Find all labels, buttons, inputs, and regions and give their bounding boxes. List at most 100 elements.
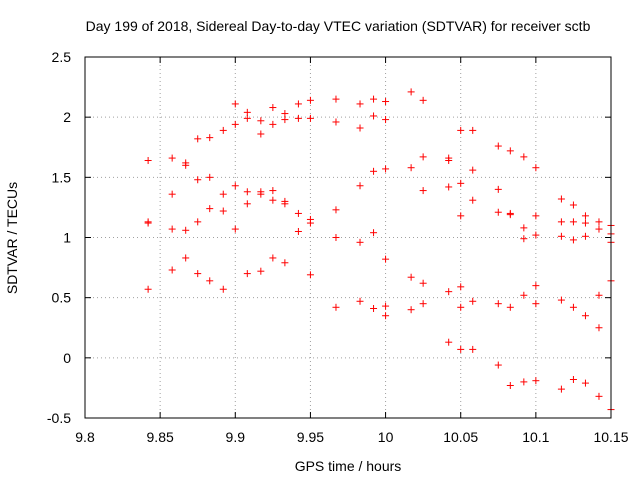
- y-tick-label: 1.5: [52, 169, 72, 185]
- data-point: [306, 219, 314, 227]
- data-point: [595, 392, 603, 400]
- data-point: [569, 201, 577, 209]
- axis-ticks: 9.8 9.85 9.9 9.95 10 10.05 10.1 10.15 -0.5 0 0.5 1 1…: [47, 49, 629, 445]
- data-point: [182, 254, 190, 262]
- plot-frame: [84, 56, 612, 419]
- data-point: [457, 212, 465, 220]
- data-point: [494, 185, 502, 193]
- x-tick-label: 10: [378, 429, 394, 445]
- data-point: [231, 225, 239, 233]
- data-point: [243, 114, 251, 122]
- data-point: [356, 297, 364, 305]
- data-point: [206, 205, 214, 213]
- data-point: [370, 304, 378, 312]
- data-point: [595, 218, 603, 226]
- data-point: [294, 209, 302, 217]
- data-point: [269, 254, 277, 262]
- data-point: [269, 196, 277, 204]
- data-point: [457, 345, 465, 353]
- data-point: [231, 100, 239, 108]
- data-point: [557, 195, 565, 203]
- data-point: [219, 207, 227, 215]
- data-point: [581, 219, 589, 227]
- data-point: [168, 190, 176, 198]
- data-point: [219, 190, 227, 198]
- data-point: [356, 238, 364, 246]
- data-point: [557, 232, 565, 240]
- x-axis-label: GPS time / hours: [295, 458, 402, 474]
- data-point: [506, 147, 514, 155]
- grid-lines: [85, 57, 611, 418]
- data-point: [370, 95, 378, 103]
- data-point: [281, 259, 289, 267]
- data-point: [532, 282, 540, 290]
- data-point: [595, 225, 603, 233]
- data-point: [581, 379, 589, 387]
- data-point: [506, 382, 514, 390]
- data-point: [194, 135, 202, 143]
- data-point: [281, 200, 289, 208]
- data-point: [194, 218, 202, 226]
- data-point: [219, 285, 227, 293]
- data-point: [445, 288, 453, 296]
- data-point: [269, 104, 277, 112]
- data-point: [457, 283, 465, 291]
- data-point: [257, 267, 265, 275]
- data-point: [445, 183, 453, 191]
- data-point: [581, 312, 589, 320]
- data-point: [243, 188, 251, 196]
- data-point: [144, 285, 152, 293]
- data-point: [457, 303, 465, 311]
- x-tick-label: 10.15: [593, 429, 628, 445]
- data-point: [382, 165, 390, 173]
- data-point: [520, 291, 528, 299]
- data-point: [144, 219, 152, 227]
- data-point: [306, 96, 314, 104]
- data-point: [194, 176, 202, 184]
- y-tick-label: 1: [63, 230, 71, 246]
- data-point: [281, 110, 289, 118]
- data-point: [494, 300, 502, 308]
- x-tick-label: 9.85: [147, 429, 174, 445]
- data-point: [294, 227, 302, 235]
- data-point: [382, 255, 390, 263]
- data-point: [494, 361, 502, 369]
- data-point: [469, 345, 477, 353]
- y-tick-label: 2: [63, 109, 71, 125]
- data-point: [243, 200, 251, 208]
- data-point: [595, 291, 603, 299]
- x-tick-label: 9.95: [297, 429, 324, 445]
- data-point: [257, 117, 265, 125]
- data-point: [595, 324, 603, 332]
- data-point: [457, 179, 465, 187]
- data-point: [168, 266, 176, 274]
- data-point: [231, 182, 239, 190]
- data-point: [581, 212, 589, 220]
- data-point: [144, 156, 152, 164]
- data-point: [168, 225, 176, 233]
- y-tick-label: 0.5: [52, 290, 72, 306]
- data-point: [382, 116, 390, 124]
- data-point: [532, 164, 540, 172]
- data-point: [231, 120, 239, 128]
- x-tick-label: 10.05: [443, 429, 478, 445]
- data-point: [494, 142, 502, 150]
- data-point: [294, 114, 302, 122]
- data-point: [281, 116, 289, 124]
- data-point: [269, 187, 277, 195]
- data-point: [407, 306, 415, 314]
- data-point: [382, 302, 390, 310]
- data-point: [469, 196, 477, 204]
- data-point: [243, 108, 251, 116]
- data-point: [294, 100, 302, 108]
- data-point: [206, 173, 214, 181]
- data-point: [569, 236, 577, 244]
- data-point: [569, 303, 577, 311]
- data-point: [469, 126, 477, 134]
- data-point: [370, 229, 378, 237]
- data-point: [419, 279, 427, 287]
- chart-title: Day 199 of 2018, Sidereal Day-to-day VTE…: [86, 18, 591, 34]
- data-point: [206, 134, 214, 142]
- data-point: [219, 126, 227, 134]
